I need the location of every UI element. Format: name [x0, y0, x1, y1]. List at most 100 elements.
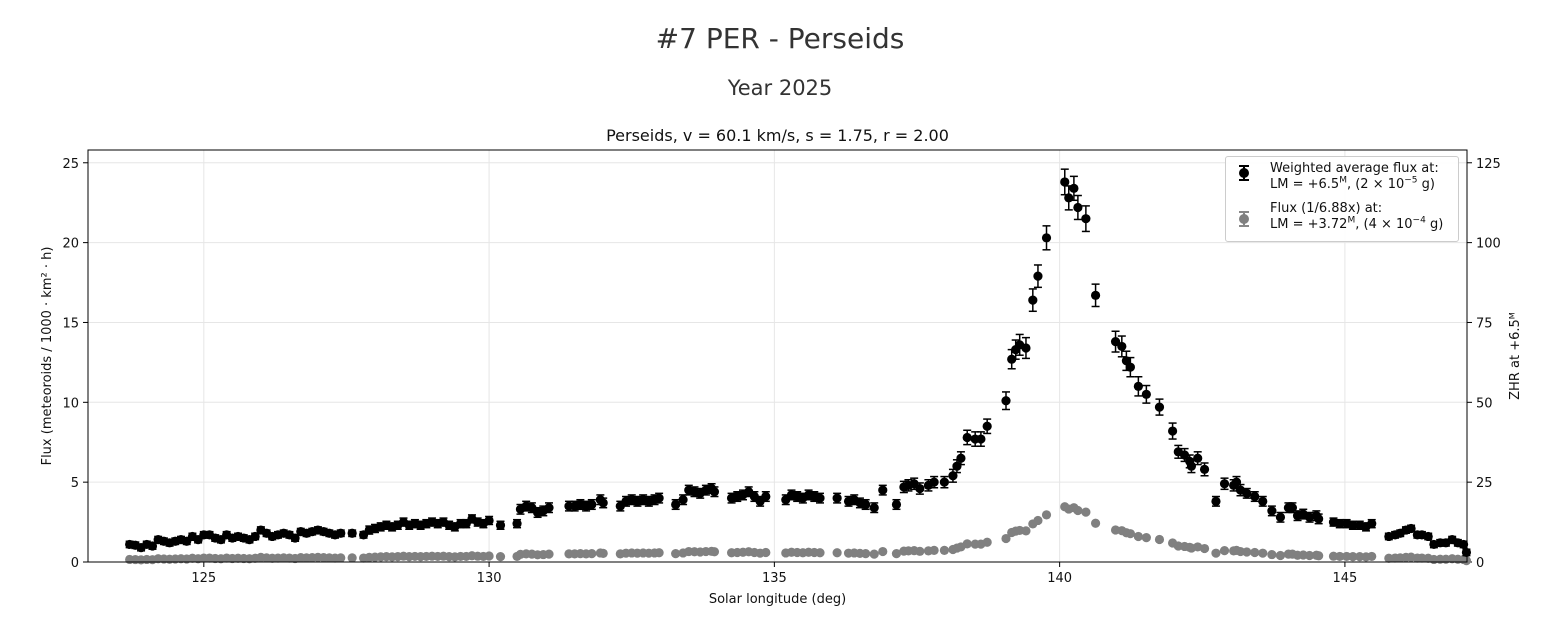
flux-point: [1141, 389, 1151, 399]
flux-point: [939, 477, 949, 487]
legend-cap-icon: [1239, 225, 1249, 227]
legend-cap-icon: [1239, 179, 1249, 181]
flux-point: [1001, 396, 1011, 406]
flux-point: [861, 499, 871, 510]
scaled-flux-point: [1001, 533, 1011, 544]
flux-point: [1231, 477, 1242, 487]
flux-point: [654, 493, 664, 503]
flux-point: [1168, 426, 1178, 436]
flux-point: [1367, 519, 1377, 529]
flux-point: [678, 495, 688, 505]
scaled-flux-point: [347, 553, 357, 563]
flux-point: [1110, 337, 1121, 347]
legend-label: LM = +6.5M, (2 × 10−5 g): [1270, 175, 1436, 192]
flux-point: [1348, 520, 1358, 530]
scaled-flux-point: [1250, 547, 1260, 558]
flux-point: [1073, 202, 1083, 213]
legend-label: LM = +3.72M, (4 × 10−4 g): [1270, 215, 1444, 232]
scaled-flux-point: [939, 545, 949, 555]
flux-point: [1133, 381, 1143, 391]
flux-point: [761, 491, 771, 502]
y-right-tick-label: 125: [1476, 157, 1501, 172]
legend-cap-icon: [1239, 211, 1249, 213]
flux-point: [1219, 479, 1230, 489]
flux-point: [495, 520, 506, 530]
scaled-flux-point: [1348, 552, 1358, 562]
plot-frame: [87, 149, 1468, 563]
scaled-flux-point: [1461, 556, 1472, 566]
y-tick-label: 20: [62, 237, 79, 252]
flux-point: [1117, 341, 1127, 352]
flux-point: [982, 421, 992, 431]
y-tick-label: 10: [62, 396, 79, 411]
scaled-flux-point: [1314, 551, 1324, 561]
flux-point: [1179, 450, 1190, 460]
scaled-flux-point: [861, 549, 871, 559]
flux-point: [347, 528, 357, 538]
scaled-flux-point: [1367, 551, 1377, 562]
flux-point: [250, 531, 260, 542]
flux-point: [1250, 491, 1260, 502]
flux-point: [147, 541, 158, 551]
flux-point: [891, 499, 902, 510]
page-subtitle: Year 2025: [727, 76, 833, 100]
flux-point: [709, 487, 720, 497]
flux-point: [869, 503, 879, 513]
legend-label: Flux (1/6.88x) at:: [1270, 201, 1383, 216]
flux-point: [1423, 531, 1433, 542]
flux-point: [1211, 496, 1221, 506]
flux-point: [1154, 402, 1165, 412]
scaled-flux-point: [1304, 550, 1315, 561]
x-axis-label: Solar longitude (deg): [709, 592, 846, 607]
y-right-tick-label: 75: [1476, 316, 1493, 331]
flux-point: [1060, 177, 1070, 187]
flux-point: [962, 432, 972, 443]
scaled-flux-point: [891, 549, 902, 559]
flux-point: [915, 483, 925, 494]
scaled-flux-point: [1141, 533, 1151, 543]
flux-point: [1335, 519, 1345, 529]
scaled-flux-point: [962, 539, 972, 549]
scaled-flux-point: [1041, 510, 1052, 520]
flux-point: [1406, 523, 1416, 534]
flux-point: [1258, 496, 1268, 506]
y-tick-label: 0: [71, 556, 79, 571]
flux-point: [878, 485, 888, 495]
x-tick-label: 145: [1332, 571, 1357, 586]
y-right-tick-label: 25: [1476, 476, 1493, 491]
flux-point: [1458, 539, 1469, 550]
y-tick-label: 25: [62, 157, 79, 172]
flux-point: [671, 499, 681, 510]
flux-point: [1033, 271, 1043, 281]
flux-point: [512, 519, 522, 529]
scaled-flux-point: [1133, 531, 1143, 542]
flux-point: [1081, 214, 1091, 224]
flux-point: [1021, 343, 1031, 353]
legend-label: Weighted average flux at:: [1270, 161, 1439, 176]
flux-point: [929, 477, 939, 487]
flux-point: [1267, 506, 1277, 516]
scaled-flux-point: [1219, 546, 1230, 556]
x-tick-label: 125: [191, 571, 216, 586]
flux-point: [1193, 453, 1203, 463]
scaled-flux-point: [336, 553, 346, 563]
chart-title: Perseids, v = 60.1 km/s, s = 1.75, r = 2…: [606, 126, 949, 145]
scaled-flux-point: [1199, 543, 1210, 554]
y-tick-label: 5: [71, 476, 79, 491]
scaled-flux-point: [598, 548, 608, 559]
y-tick-label: 15: [62, 316, 79, 331]
y-right-axis-label: ZHR at +6.5ᴹ: [1508, 312, 1523, 400]
flux-point: [484, 515, 494, 526]
flux-point: [587, 499, 597, 510]
scaled-flux-point: [929, 545, 939, 555]
scaled-flux-point: [495, 552, 506, 562]
scaled-flux-point: [1267, 549, 1277, 560]
scaled-flux-point: [1073, 505, 1083, 516]
flux-point: [832, 493, 842, 503]
y-right-tick-label: 50: [1476, 396, 1493, 411]
scaled-flux-point: [1335, 551, 1345, 562]
flux-point: [1304, 512, 1315, 522]
legend-cap-icon: [1239, 165, 1249, 167]
y-axis-label: Flux (meteoroids / 1000 · km² · h): [40, 247, 55, 466]
